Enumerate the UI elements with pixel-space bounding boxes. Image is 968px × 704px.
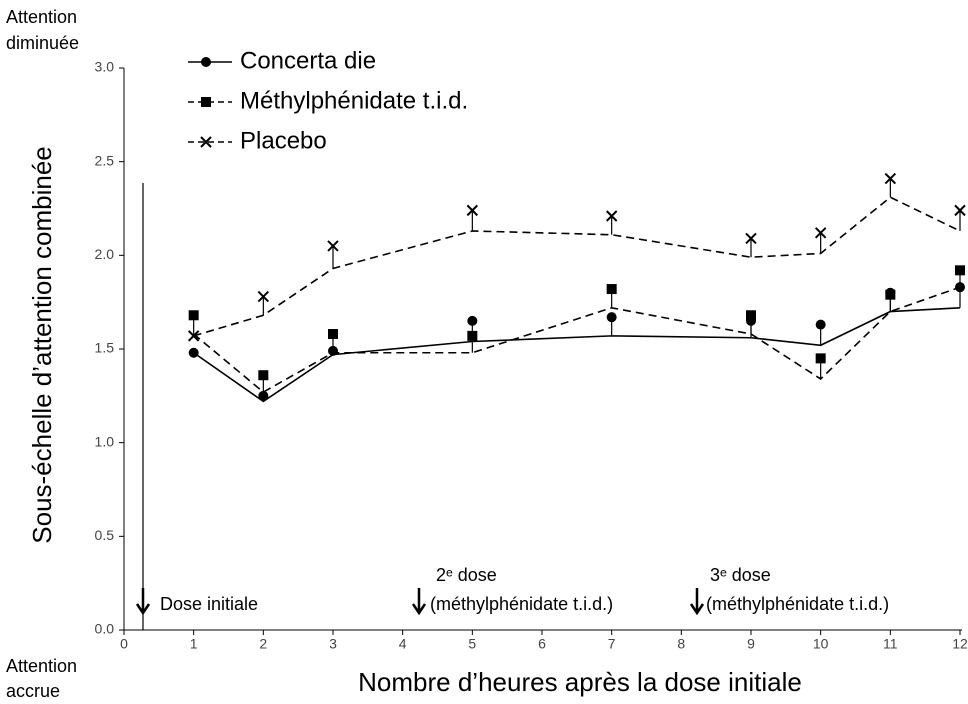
arrow xyxy=(411,588,427,616)
marker xyxy=(884,172,897,185)
marker xyxy=(606,312,617,323)
marker xyxy=(258,370,269,381)
x-tick-label: 12 xyxy=(952,636,968,652)
legend-label: Méthylphénidate t.i.d. xyxy=(240,87,468,114)
y-tick-label: 2.5 xyxy=(95,152,115,168)
y-tick-label: 3.0 xyxy=(95,59,115,75)
marker xyxy=(467,315,478,326)
marker xyxy=(258,390,269,401)
series-line xyxy=(193,286,961,394)
marker xyxy=(187,330,200,342)
legend-marker xyxy=(200,136,212,148)
marker xyxy=(328,329,338,340)
x-tick-label: 5 xyxy=(468,636,476,652)
x-tick-label: 10 xyxy=(813,636,829,652)
legend-label: Placebo xyxy=(240,127,327,154)
marker xyxy=(466,204,479,217)
annotation: Dose initiale xyxy=(160,594,258,614)
arrow xyxy=(135,588,151,616)
legend-marker xyxy=(201,97,211,107)
marker xyxy=(327,240,339,252)
y-tick-label: 1.0 xyxy=(95,433,115,449)
x-axis-label: Nombre d’heures après la dose initiale xyxy=(358,667,802,697)
marker xyxy=(955,265,965,276)
corner-label: Attention xyxy=(6,656,77,676)
marker xyxy=(188,310,199,321)
corner-label: diminuée xyxy=(6,33,79,53)
y-axis-label: Sous-échelle d’attention combinée xyxy=(27,146,57,543)
series-line xyxy=(193,196,961,337)
x-tick-label: 9 xyxy=(747,636,755,652)
annotation: (méthylphénidate t.i.d.) xyxy=(430,594,613,614)
marker xyxy=(745,232,757,245)
marker xyxy=(188,347,199,358)
legend-label: Concerta die xyxy=(240,47,376,74)
y-tick-label: 1.5 xyxy=(95,340,115,356)
x-tick-label: 2 xyxy=(259,636,267,652)
marker xyxy=(815,319,826,330)
x-tick-label: 6 xyxy=(538,636,546,652)
arrow xyxy=(689,588,705,616)
x-tick-label: 3 xyxy=(329,636,337,652)
marker xyxy=(954,204,966,217)
annotation: (méthylphénidate t.i.d.) xyxy=(706,594,889,614)
marker xyxy=(605,210,618,222)
x-tick-label: 0 xyxy=(120,636,128,652)
annotation: 3ᵉ dose xyxy=(710,565,771,585)
legend-marker xyxy=(201,57,211,67)
marker xyxy=(257,290,270,303)
marker xyxy=(606,284,617,295)
marker xyxy=(815,353,826,364)
marker xyxy=(814,227,827,239)
marker xyxy=(746,310,756,321)
series-line xyxy=(193,306,961,403)
marker xyxy=(885,289,896,300)
corner-label: accrue xyxy=(6,681,60,701)
x-tick-label: 8 xyxy=(677,636,685,652)
x-tick-label: 4 xyxy=(399,636,407,652)
annotation: 2ᵉ dose xyxy=(436,565,497,585)
y-tick-label: 2.0 xyxy=(95,246,115,262)
x-tick-label: 7 xyxy=(608,636,616,652)
marker xyxy=(467,330,478,341)
y-tick-label: 0.5 xyxy=(95,527,115,543)
corner-label: Attention xyxy=(6,7,77,27)
x-tick-label: 1 xyxy=(190,636,198,652)
x-tick-label: 11 xyxy=(883,636,898,652)
y-tick-label: 0.0 xyxy=(95,621,115,637)
